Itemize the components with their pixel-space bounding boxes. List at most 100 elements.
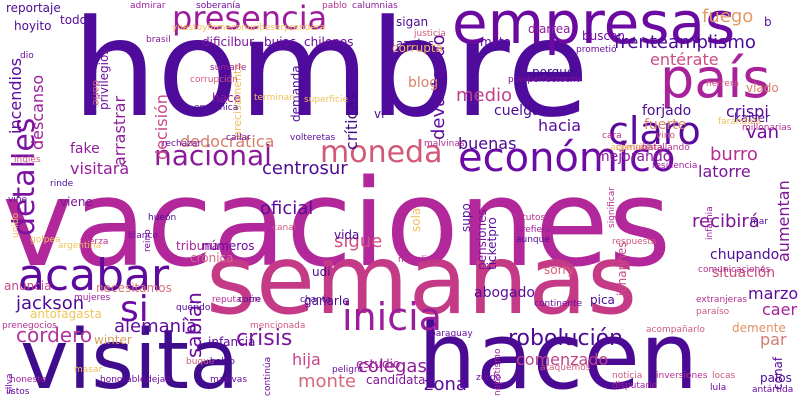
word: anuncia (4, 279, 52, 293)
word: hace (212, 91, 241, 105)
word: pensiones (475, 209, 489, 270)
word: lula (710, 383, 727, 393)
word: forjado (642, 103, 692, 119)
word: callar (226, 133, 251, 143)
word: sumarle (210, 63, 247, 73)
word: crispi (726, 102, 769, 121)
word: endémica (194, 103, 239, 113)
word: admirar (130, 1, 166, 11)
word: disputarle (612, 381, 658, 391)
word: descanso (28, 74, 47, 150)
word: moneda (320, 135, 443, 170)
word: comunicaciones (698, 265, 771, 275)
word: abogado (474, 285, 535, 301)
word: fuego (702, 6, 754, 27)
word: prefiero (516, 225, 551, 235)
word: listos (6, 387, 30, 397)
word: b (764, 15, 772, 29)
word: winter (94, 333, 132, 347)
word: dio (20, 51, 34, 61)
word: hoyito (14, 19, 52, 33)
word: paraguay (430, 329, 473, 339)
word: comunista (616, 143, 663, 153)
word: masivas (210, 375, 248, 385)
word: acabar (18, 250, 170, 301)
word: infamia (705, 206, 715, 240)
word: paraíso (696, 307, 730, 317)
word: burro (710, 144, 758, 165)
word: noticia (612, 371, 643, 381)
word: mencionada (250, 321, 306, 331)
word: respuesta (612, 237, 657, 247)
word: tribuna (176, 239, 220, 253)
word: volteretas (290, 133, 336, 143)
word: hablo (210, 357, 235, 367)
word: zona (424, 374, 467, 395)
word: acompañarlo (646, 325, 705, 335)
word: rechazar (162, 139, 202, 149)
word: chanta (300, 295, 331, 305)
word: jackson (16, 293, 85, 314)
word: soberanía (196, 1, 241, 11)
word: azules (396, 37, 435, 51)
word: candidata (366, 373, 426, 387)
word: mejorando (596, 149, 672, 165)
word: hacia (538, 116, 581, 135)
word: nacional (154, 139, 272, 172)
word: inversiones (656, 371, 708, 381)
word: peligro (332, 365, 363, 375)
word: hacen (418, 303, 699, 400)
word: vida (334, 228, 360, 242)
word: continúa (263, 356, 273, 396)
word: viene (60, 195, 93, 209)
word: argentino (610, 143, 654, 153)
word: crónica (190, 251, 234, 265)
word: pablo (322, 1, 347, 11)
word: inglés (14, 155, 41, 165)
word: mar (750, 217, 768, 227)
word: significar (607, 187, 617, 228)
word: bujas (264, 35, 297, 49)
word: darle (90, 80, 101, 106)
word: si (120, 289, 149, 330)
word: reportaje (6, 1, 61, 15)
word: dedocrática (180, 132, 275, 151)
word: continente (534, 299, 583, 309)
word: semanas (206, 224, 638, 336)
word: mujeres (74, 293, 111, 303)
word: ganarle (304, 294, 350, 308)
word: blog (408, 75, 439, 91)
word: robolución (508, 326, 624, 351)
word: presencia (172, 0, 328, 37)
word: visita (20, 313, 240, 400)
word: udi (312, 265, 331, 279)
word: números (202, 239, 255, 253)
word: necesitamos (96, 281, 172, 295)
word: económico (458, 135, 676, 181)
word: calumnias (352, 1, 398, 11)
word: estudio (356, 357, 401, 371)
word: frenteamplismo (614, 32, 756, 53)
word: hija (292, 350, 321, 369)
word: vino (656, 131, 676, 141)
word: chupando (710, 247, 780, 263)
word: zurdo (476, 373, 502, 383)
word: sigan (396, 15, 429, 29)
word: rinde (50, 179, 74, 189)
word: malvinas (424, 139, 465, 149)
word: alemania (114, 316, 198, 337)
word: cuelga (494, 103, 541, 119)
word: entérate (650, 50, 719, 69)
word: cara (602, 131, 622, 141)
word: hueón (148, 213, 177, 223)
word: kaiser (734, 111, 770, 125)
word: latorre (698, 162, 751, 181)
word: porqué (532, 65, 575, 79)
word: querido (176, 303, 211, 313)
word: marzo (748, 284, 799, 303)
word: fuerza (80, 237, 109, 247)
word: antofagasta (30, 307, 102, 321)
word: demente (732, 321, 786, 335)
word: batallando (642, 143, 690, 153)
